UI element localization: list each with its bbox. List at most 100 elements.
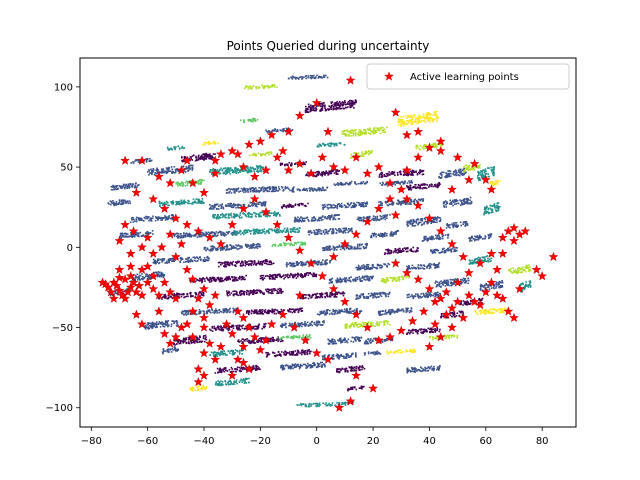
data-point [353, 202, 355, 204]
data-point [190, 156, 192, 158]
data-point [323, 76, 325, 78]
data-point [330, 142, 332, 144]
data-point [219, 216, 222, 219]
data-point [129, 202, 131, 204]
data-point [381, 176, 384, 178]
chart-title: Points Queried during uncertainty [227, 39, 430, 53]
data-point [190, 258, 192, 261]
data-point [305, 188, 308, 191]
data-point [434, 221, 436, 223]
data-point [300, 216, 303, 219]
data-point [249, 201, 251, 204]
data-point [168, 215, 170, 217]
data-point [201, 198, 204, 200]
data-point [438, 184, 440, 187]
data-point [406, 122, 408, 125]
data-point [409, 203, 412, 205]
data-point [224, 265, 226, 267]
data-point [430, 113, 432, 115]
data-point [205, 232, 208, 234]
data-point [365, 130, 367, 133]
data-point [486, 211, 489, 213]
data-point [382, 182, 385, 185]
data-point [279, 215, 281, 217]
data-point [329, 145, 331, 148]
data-point [203, 159, 205, 161]
data-point [207, 155, 209, 158]
data-point [412, 200, 415, 203]
data-point [299, 189, 301, 191]
data-point [162, 203, 164, 206]
data-point [307, 174, 309, 177]
data-point [159, 258, 162, 261]
data-point [287, 231, 290, 234]
data-point [431, 118, 433, 120]
data-point [212, 169, 214, 172]
data-point [384, 252, 386, 254]
data-point [441, 235, 444, 238]
data-point [285, 206, 288, 209]
data-point [247, 168, 250, 170]
data-point [246, 167, 249, 170]
data-point [311, 189, 313, 191]
data-point [485, 172, 488, 175]
data-point [183, 202, 185, 205]
data-point [448, 170, 450, 172]
data-point [339, 100, 341, 103]
data-point [305, 217, 308, 219]
data-point [220, 261, 222, 264]
data-point [280, 186, 283, 188]
data-point [369, 133, 372, 135]
data-point [318, 217, 320, 220]
data-point [450, 201, 453, 203]
data-point [362, 205, 365, 208]
data-point [267, 211, 270, 213]
data-point [156, 217, 158, 220]
data-point [362, 216, 365, 218]
data-point [328, 170, 330, 173]
data-point [400, 115, 402, 118]
data-point [341, 247, 344, 249]
data-point [335, 102, 337, 104]
data-point [429, 266, 432, 269]
data-point [181, 147, 183, 149]
data-point [134, 185, 137, 187]
data-point [177, 236, 180, 239]
data-point [237, 206, 239, 209]
data-point [368, 215, 371, 218]
data-point [214, 153, 216, 155]
data-point [447, 226, 450, 228]
data-point [205, 156, 208, 158]
data-point [231, 170, 233, 172]
data-point [351, 129, 354, 131]
data-point [265, 262, 268, 265]
data-point [419, 115, 422, 118]
data-point [397, 251, 399, 254]
data-point [480, 174, 483, 177]
data-point [422, 116, 424, 118]
data-point [303, 189, 306, 191]
data-point [197, 260, 199, 262]
data-point [305, 77, 307, 80]
data-point [324, 263, 326, 265]
data-point [285, 127, 288, 130]
data-point [304, 111, 307, 114]
data-point [470, 168, 472, 171]
data-point [296, 218, 298, 221]
data-point [365, 217, 368, 219]
data-point [268, 261, 271, 263]
data-point [407, 186, 410, 188]
data-point [270, 261, 272, 264]
data-point [449, 224, 451, 226]
data-point [416, 120, 418, 123]
data-point [252, 120, 254, 123]
data-point [376, 215, 379, 218]
data-point [321, 108, 323, 111]
data-point [428, 267, 431, 270]
data-point [243, 119, 245, 121]
data-point [311, 187, 314, 190]
data-point [303, 243, 305, 245]
data-point [352, 131, 354, 133]
data-point [480, 175, 483, 178]
data-point [427, 237, 429, 240]
